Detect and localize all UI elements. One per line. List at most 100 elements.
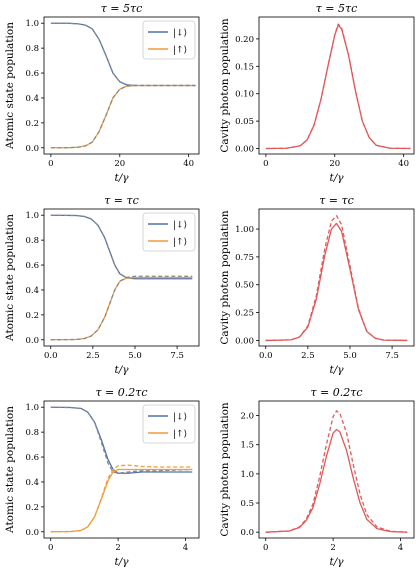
- y-tick-label: 0.4: [25, 478, 39, 488]
- y-tick-label: 0.0: [25, 528, 39, 538]
- chart-panel-2: τ = 5τc 0 20 40 0.00 0.05 0.10 0.15 0.20 t/γ Cavit…: [219, 2, 415, 184]
- y-tick-label: 0.20: [235, 35, 254, 45]
- chart-title: τ = 0.2τc: [95, 386, 147, 399]
- series-line-2-dashed: [265, 23, 411, 150]
- legend-label: |↑⟩: [173, 238, 187, 248]
- x-tick-label: 2.5: [301, 351, 315, 361]
- y-tick-label: 0.8: [25, 236, 39, 246]
- chart-panel-1: τ = 5τc 0 20 40 0.0 0.2 0.4 0.6 0.8 1.0 t/γ Atomic …: [4, 2, 200, 184]
- series-line-1-solid: [50, 406, 193, 474]
- chart-title: τ = τc: [104, 194, 139, 207]
- y-tick-label: 0.8: [25, 428, 39, 438]
- chart-panel-5: τ = 0.2τc 0 2 4 0.0 0.2 0.4 0.6 0.8 1.0 t/γ Atomic …: [4, 386, 200, 568]
- x-tick-label: 7.5: [170, 351, 184, 361]
- x-axis-label: t/γ: [329, 172, 344, 184]
- y-tick-label: 1.0: [240, 470, 254, 480]
- axes-frame: [43, 208, 200, 347]
- chart-title: τ = 5τc: [101, 2, 143, 15]
- chart-panel-3: τ = τc 0.0 2.5 5.0 7.5 0.0 0.2 0.4 0.6 0.8 1.0 t/γ A…: [4, 194, 200, 376]
- x-tick-label: 2: [330, 543, 335, 553]
- series-line-2-dashed: [265, 215, 408, 342]
- y-axis-label: Cavity photon population: [219, 402, 231, 537]
- y-tick-label: 0.6: [25, 69, 39, 79]
- y-tick-label: 0.2: [25, 503, 39, 513]
- y-tick-label: 1.5: [240, 441, 254, 451]
- series-line-2-dashed: [50, 22, 196, 87]
- series-line-3-solid: [50, 84, 196, 149]
- x-tick-label: 0: [48, 543, 53, 553]
- chart-panel-4: τ = τc 0.0 2.5 5.0 7.5 0.00 0.25 0.50 0.75 1.00 t/…: [219, 194, 415, 376]
- y-tick-label: 0.00: [235, 145, 254, 155]
- y-tick-label: 0.2: [25, 311, 39, 321]
- x-tick-label: 7.5: [385, 351, 399, 361]
- series-group: [50, 22, 196, 149]
- series-group: [265, 215, 408, 342]
- legend: |↓⟩ |↑⟩: [142, 404, 196, 444]
- series-line-4-dashed: [50, 84, 196, 149]
- series-line-3-solid: [50, 468, 193, 533]
- y-tick-label: 1.0: [25, 403, 39, 413]
- x-tick-label: 0: [263, 159, 268, 169]
- x-tick-label: 40: [398, 159, 409, 169]
- legend: |↓⟩ |↑⟩: [142, 20, 196, 60]
- y-tick-label: 0.75: [235, 253, 254, 263]
- y-tick-label: 0.6: [25, 453, 39, 463]
- y-tick-label: 0.05: [235, 117, 254, 127]
- x-tick-label: 20: [329, 159, 340, 169]
- x-axis-label: t/γ: [329, 364, 344, 376]
- y-tick-label: 0.8: [25, 44, 39, 54]
- legend-box: [142, 212, 196, 252]
- legend-box: [142, 20, 196, 60]
- series-line-1-solid: [265, 428, 408, 533]
- y-tick-label: 1.0: [25, 211, 39, 221]
- x-tick-label: 0.0: [44, 351, 58, 361]
- x-tick-label: 5.0: [343, 351, 357, 361]
- legend-box: [142, 404, 196, 444]
- series-line-2-dashed: [265, 410, 408, 533]
- y-tick-label: 0.15: [235, 62, 254, 72]
- series-group: [50, 214, 193, 341]
- axes-frame: [258, 400, 415, 539]
- legend-label: |↑⟩: [173, 430, 187, 440]
- y-tick-label: 0.10: [235, 90, 254, 100]
- y-tick-label: 0.4: [25, 94, 39, 104]
- y-tick-label: 1.0: [25, 19, 39, 29]
- series-group: [265, 410, 408, 533]
- legend-label: |↓⟩: [173, 413, 187, 423]
- series-group: [265, 23, 411, 150]
- series-line-4-dashed: [50, 464, 193, 533]
- chart-title: τ = τc: [319, 194, 354, 207]
- x-tick-label: 5.0: [128, 351, 142, 361]
- legend-label: |↓⟩: [173, 29, 187, 39]
- chart-title: τ = 5τc: [316, 2, 358, 15]
- x-tick-label: 2: [115, 543, 120, 553]
- axes-frame: [43, 400, 200, 539]
- y-tick-label: 0.0: [25, 144, 39, 154]
- x-axis-label: t/γ: [114, 556, 129, 568]
- chart-title: τ = 0.2τc: [310, 386, 362, 399]
- y-tick-label: 2.0: [240, 412, 254, 422]
- axes-frame: [258, 208, 415, 347]
- axes-frame: [43, 16, 200, 155]
- series-line-3-solid: [50, 276, 193, 341]
- x-tick-label: 0: [263, 543, 268, 553]
- y-axis-label: Cavity photon population: [219, 210, 231, 345]
- x-axis-label: t/γ: [114, 172, 129, 184]
- x-tick-label: 0.0: [259, 351, 273, 361]
- y-axis-label: Cavity photon population: [219, 18, 231, 153]
- legend-label: |↑⟩: [173, 46, 187, 56]
- x-tick-label: 4: [398, 543, 403, 553]
- y-axis-label: Atomic state population: [4, 22, 16, 150]
- y-tick-label: 0.50: [235, 281, 254, 291]
- y-axis-label: Atomic state population: [4, 406, 16, 534]
- x-tick-label: 20: [114, 159, 125, 169]
- x-axis-label: t/γ: [329, 556, 344, 568]
- y-tick-label: 0.2: [25, 119, 39, 129]
- y-tick-label: 0.4: [25, 286, 39, 296]
- x-axis-label: t/γ: [114, 364, 129, 376]
- y-tick-label: 0.25: [235, 309, 254, 319]
- y-tick-label: 0.6: [25, 261, 39, 271]
- x-tick-label: 0: [48, 159, 53, 169]
- y-tick-label: 1.00: [235, 225, 254, 235]
